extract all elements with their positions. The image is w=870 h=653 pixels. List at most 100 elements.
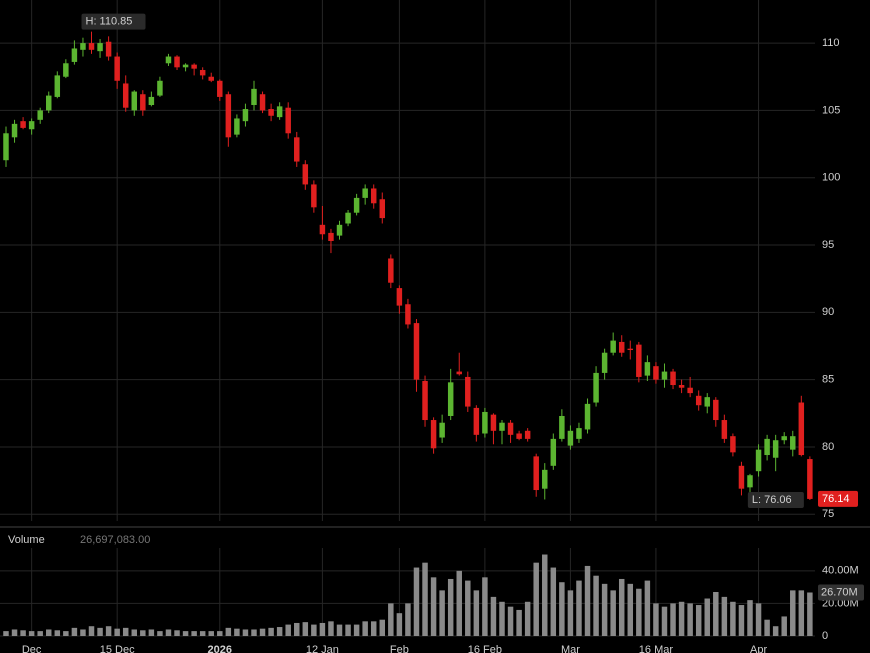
candle-body [182,64,189,68]
candle-body [670,371,676,386]
candle-body [439,422,445,438]
last-volume-label: 26.70M [821,586,858,598]
candle-body [524,430,531,439]
volume-bar [567,590,574,636]
candle-body [54,75,61,97]
x-tick-label: 16 Feb [468,644,502,653]
volume-bar [11,629,18,636]
volume-bar [738,605,745,636]
candle-body [345,212,351,224]
candle-body [370,188,377,204]
candle-body [781,436,787,441]
volume-bar [465,580,471,636]
volume-bar [148,629,155,636]
candle-body [388,258,394,283]
volume-bar [730,601,736,636]
candle-body [447,382,454,416]
candle-body [114,56,120,81]
volume-bar [695,605,702,636]
candle-body [627,348,634,351]
candle-body [584,403,591,430]
volume-bar [217,631,223,636]
volume-bar [259,628,266,636]
candle-body [465,376,471,407]
volume-bar [790,590,796,636]
volume-bar [225,627,232,636]
volume-bar [678,601,685,636]
volume-bar [405,603,411,636]
candle-body [413,323,420,380]
candle-body [601,352,608,373]
volume-bar [28,631,35,636]
volume-value: 26,697,083.00 [80,534,150,546]
volume-bar [20,630,26,636]
volume-bar [499,601,505,636]
volume-bar [644,580,651,636]
candle-body [636,344,642,377]
volume-bar [610,590,616,636]
volume-bar [447,578,454,636]
volume-bar [174,630,180,636]
volume-bar [713,592,719,636]
volume-bar [593,575,599,636]
y-tick-label: 80 [822,441,834,453]
y-tick-label: 100 [822,172,840,184]
volume-bar [798,590,805,636]
candle-body [71,48,78,62]
candle-body [140,94,146,111]
volume-bar [46,629,52,636]
candle-body [20,121,26,128]
candle-body [251,88,257,106]
volume-bar [807,592,813,636]
candle-body [328,232,334,241]
candle-body [37,110,43,120]
y-tick-label: 0 [822,630,828,642]
volume-bar [413,567,420,636]
volume-bar [319,622,326,636]
candle-body [593,372,599,403]
volume-bar [268,627,274,636]
y-tick-label: 105 [822,104,840,116]
candle-body [3,133,9,161]
volume-bar [764,619,770,636]
y-tick-label: 75 [822,508,834,520]
volume-bar [234,628,240,636]
candle-body [46,95,52,111]
candle-body [208,76,214,81]
candle-body [661,371,668,380]
y-tick-label: 40.00M [822,565,859,577]
candle-body [430,420,437,449]
volume-bar [105,626,112,636]
candle-body [473,407,480,435]
volume-bar [781,616,787,636]
y-tick-label: 90 [822,306,834,318]
candle-body [490,414,497,431]
candle-body [482,411,488,434]
candle-body [507,422,514,435]
volume-bar [311,624,317,636]
volume-bar [721,596,728,636]
volume-bar [618,578,625,636]
candle-body [653,366,659,380]
volume-bar [199,631,206,636]
volume-bar [37,631,43,636]
x-tick-label: Apr [750,644,767,653]
volume-bar [328,621,334,636]
volume-bar [97,627,103,636]
candle-body [63,63,69,77]
volume-bar [208,631,214,636]
candle-body [259,94,266,111]
candle-body [157,80,163,96]
candle-body [302,164,309,185]
candle-body [319,224,326,235]
volume-bar [182,631,189,636]
candle-body [131,91,138,111]
candle-body [148,96,155,106]
x-tick-label: 16 Mar [639,644,674,653]
candle-body [217,80,223,97]
volume-bar [747,600,753,636]
candle-body [97,43,103,52]
candle-body [610,340,616,353]
y-tick-label: 110 [822,37,840,49]
volume-bar [114,628,120,636]
